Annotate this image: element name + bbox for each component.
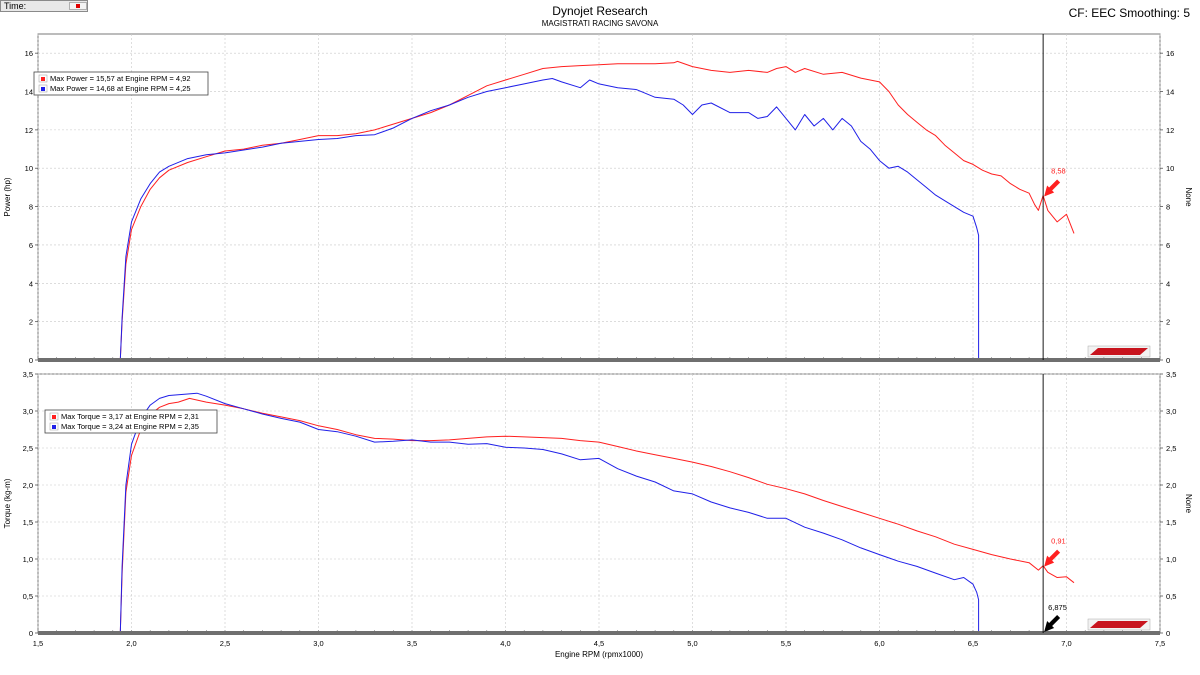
power-ytick-label-left: 6	[29, 241, 33, 250]
power-ytick-label-right: 16	[1166, 49, 1174, 58]
power-ytick-label-left: 0	[29, 356, 33, 365]
xtick-label: 2,0	[126, 639, 136, 648]
power-legend-swatch	[41, 77, 45, 81]
torque-ytick-label-left: 2,5	[23, 444, 33, 453]
torque-legend-box	[44, 409, 218, 434]
power-ytick-label-left: 2	[29, 318, 33, 327]
torque-ytick-label-right: 1,0	[1166, 555, 1176, 564]
time-control: Time:	[0, 0, 88, 12]
xtick-label: 6,0	[874, 639, 884, 648]
xtick-label: 5,0	[687, 639, 697, 648]
power-ytick-label-right: 2	[1166, 318, 1170, 327]
torque-ytick-label-right: 1,5	[1166, 518, 1176, 527]
power-legend-swatch	[41, 87, 45, 91]
torque-ytick-label-right: 0,5	[1166, 592, 1176, 601]
xtick-label: 3,5	[407, 639, 417, 648]
power-ytick-label-left: 8	[29, 203, 33, 212]
page-subtitle: MAGISTRATI RACING SAVONA	[541, 19, 659, 28]
correction-factor: CF: EEC Smoothing: 5	[1068, 6, 1190, 20]
power-dynojet-logo-mark	[1090, 348, 1148, 355]
torque-cursor-arrow	[1044, 549, 1061, 567]
power-cursor-value: 8,58	[1051, 166, 1066, 175]
xtick-label: 7,5	[1155, 639, 1165, 648]
torque-ytick-label-left: 3,5	[23, 370, 33, 379]
power-ytick-label-left: 4	[29, 279, 33, 288]
power-ytick-label-right: 10	[1166, 164, 1174, 173]
power-ytick-label-right: 0	[1166, 356, 1170, 365]
xtick-label: 4,0	[500, 639, 510, 648]
xtick-label: 7,0	[1061, 639, 1071, 648]
xlabel: Engine RPM (rpmx1000)	[555, 650, 643, 659]
power-legend-entry: Max Power = 15,57 at Engine RPM = 4,92	[50, 74, 191, 83]
power-ytick-label-right: 12	[1166, 126, 1174, 135]
time-label: Time:	[4, 1, 27, 11]
xtick-label: 6,5	[968, 639, 978, 648]
xtick-label: 3,0	[313, 639, 323, 648]
torque-legend-entry: Max Torque = 3,24 at Engine RPM = 2,35	[61, 422, 199, 431]
power-ytick-label-right: 8	[1166, 203, 1170, 212]
rpm-cursor-value: 6,875	[1048, 603, 1067, 612]
torque-ylabel-right: None	[1184, 494, 1193, 514]
page-title: Dynojet Research	[552, 4, 648, 18]
power-cursor-arrow	[1044, 179, 1061, 197]
torque-cursor-value: 0,91	[1051, 537, 1066, 546]
power-ytick-label-right: 6	[1166, 241, 1170, 250]
rpm-cursor-arrow	[1044, 615, 1061, 632]
power-legend-box	[33, 71, 209, 96]
power-ylabel-right: None	[1184, 187, 1193, 207]
torque-legend-swatch	[52, 415, 56, 419]
torque-ytick-label-right: 3,5	[1166, 370, 1176, 379]
stop-button[interactable]	[69, 2, 87, 10]
torque-series-2-line	[119, 392, 980, 634]
torque-ytick-label-left: 1,5	[23, 518, 33, 527]
power-ytick-label-right: 4	[1166, 279, 1170, 288]
torque-series-1-line	[119, 397, 1075, 634]
torque-ytick-label-right: 3,0	[1166, 407, 1176, 416]
power-ytick-label-left: 10	[25, 164, 33, 173]
torque-ytick-label-left: 2,0	[23, 481, 33, 490]
power-ytick-label-left: 14	[25, 88, 33, 97]
power-ytick-label-left: 12	[25, 126, 33, 135]
torque-ytick-label-right: 2,5	[1166, 444, 1176, 453]
torque-ytick-label-right: 0	[1166, 629, 1170, 638]
torque-axis-band	[38, 631, 1160, 635]
torque-ytick-label-left: 0	[29, 629, 33, 638]
power-axis-band	[38, 358, 1160, 362]
power-ytick-label-left: 16	[25, 49, 33, 58]
power-ytick-label-right: 14	[1166, 88, 1174, 97]
power-ylabel: Power (hp)	[3, 177, 12, 216]
torque-dynojet-logo-mark	[1090, 621, 1148, 628]
power-series-2-line	[119, 78, 980, 361]
torque-ylabel: Torque (kg-m)	[3, 478, 12, 528]
torque-ytick-label-left: 1,0	[23, 555, 33, 564]
xtick-label: 5,5	[781, 639, 791, 648]
xtick-label: 4,5	[594, 639, 604, 648]
torque-ytick-label-left: 3,0	[23, 407, 33, 416]
torque-legend-entry: Max Torque = 3,17 at Engine RPM = 2,31	[61, 412, 199, 421]
torque-ytick-label-right: 2,0	[1166, 481, 1176, 490]
xtick-label: 1,5	[33, 639, 43, 648]
power-legend-entry: Max Power = 14,68 at Engine RPM = 4,25	[50, 84, 191, 93]
power-series-1-line	[119, 60, 1075, 361]
power-plot-area	[37, 33, 1161, 361]
stop-icon	[76, 4, 80, 8]
torque-ytick-label-left: 0,5	[23, 592, 33, 601]
xtick-label: 2,5	[220, 639, 230, 648]
torque-legend-swatch	[52, 425, 56, 429]
